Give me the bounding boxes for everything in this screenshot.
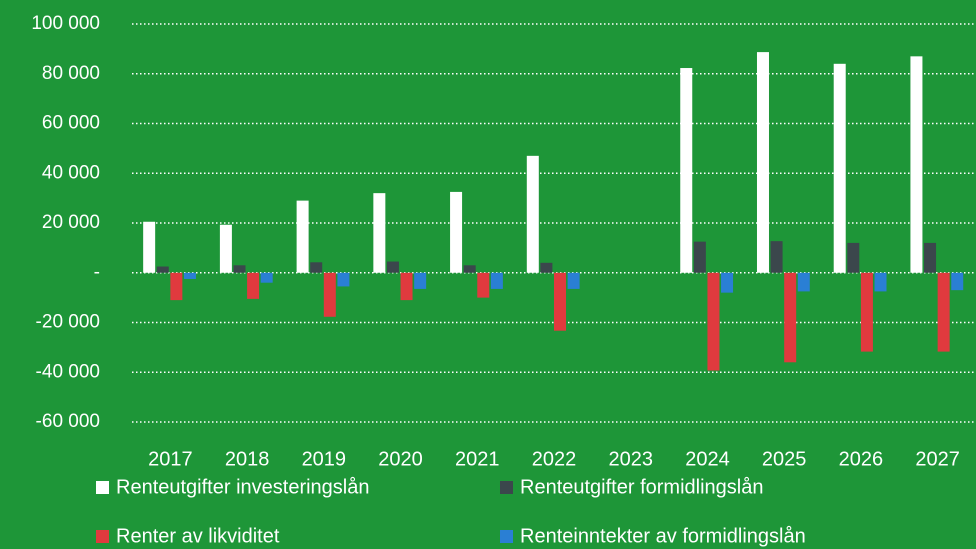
y-tick-label: 60 000 [42,113,100,134]
x-tick-label: 2023 [608,448,653,470]
bar [386,261,399,273]
bar [924,242,937,273]
x-tick-label: 2024 [685,448,730,470]
bar [554,272,566,331]
bar [373,193,386,273]
bar [337,272,350,287]
bar [183,272,196,279]
bar [860,272,873,352]
bar [721,272,734,293]
y-tick-label: - [94,262,100,283]
y-tick-label: -40 000 [36,361,100,382]
bar [784,272,797,363]
bar [567,272,580,289]
bar [260,272,273,283]
bar [693,241,706,273]
x-tick-label: 2025 [762,448,807,470]
bar [526,155,539,273]
x-tick-label: 2027 [915,448,960,470]
bar [770,241,783,273]
y-tick-label: 80 000 [42,63,100,84]
bar [951,272,964,291]
x-tick-label: 2026 [839,448,884,470]
bar [170,272,183,301]
y-tick-label: -60 000 [36,411,100,432]
legend-swatch [96,481,109,494]
bar [310,262,323,273]
bar [463,265,476,273]
legend-label: Renter av likviditet [116,525,280,547]
legend-label: Renteinntekter av formidlingslån [520,525,806,547]
bar [797,272,810,292]
legend-swatch [500,530,513,543]
bar [910,56,923,273]
bar [323,272,336,317]
bar [680,68,693,273]
y-tick-label: 20 000 [42,212,100,233]
bar [233,265,246,273]
legend-swatch [500,481,513,494]
y-tick-label: 100 000 [31,13,100,34]
x-tick-label: 2018 [225,448,270,470]
y-tick-label: 40 000 [42,162,100,183]
legend-label: Renteutgifter investeringslån [116,476,369,498]
bar [414,272,427,289]
bar [833,63,846,273]
x-tick-label: 2021 [455,448,500,470]
x-tick-label: 2019 [302,448,347,470]
bar [450,191,463,273]
legend-label: Renteutgifter formidlingslån [520,476,763,498]
bar [540,262,553,273]
x-tick-label: 2017 [148,448,193,470]
bar [400,272,413,301]
bar [490,272,503,289]
x-tick-label: 2022 [532,448,577,470]
x-tick-label: 2020 [378,448,423,470]
y-tick-label: -20 000 [36,312,100,333]
bar [477,272,490,298]
bar [847,242,860,273]
bar [156,266,169,273]
bar [707,272,720,371]
legend-swatch [96,530,109,543]
bar [756,52,769,273]
bar [219,224,232,273]
bar [296,200,309,273]
bar [874,272,887,292]
bar [247,272,260,299]
bar [937,272,950,352]
bar [143,221,156,273]
